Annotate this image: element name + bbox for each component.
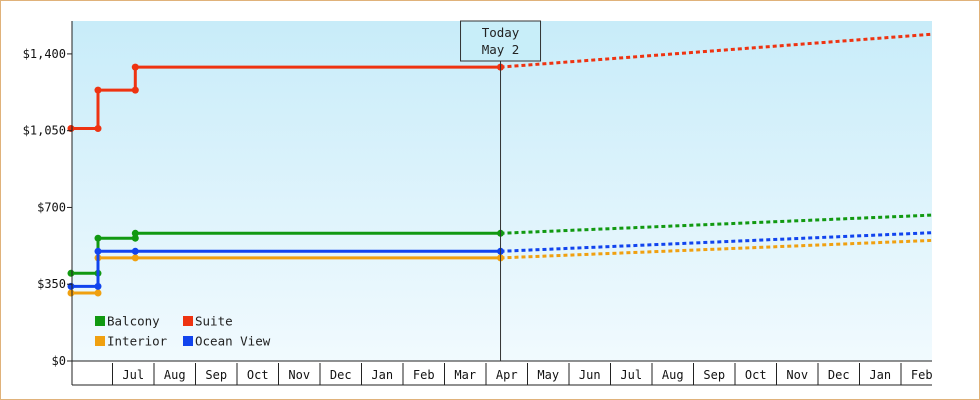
legend-label-ocean-view: Ocean View [195,334,271,349]
x-tick-label: Dec [828,368,850,382]
x-tick-label: Oct [745,368,767,382]
y-tick-label: $1,050 [23,124,66,138]
today-marker-title: Today [482,25,520,40]
series-forecast-line-ocean-view [500,231,933,253]
data-point-interior-1 [94,289,102,297]
legend-swatch-balcony [95,316,105,326]
x-tick-label: Feb [413,368,435,382]
y-tick-label: $1,400 [23,47,66,61]
x-tick-label: Mar [454,368,476,382]
plot-background [72,21,932,361]
y-tick-label: $0 [52,354,66,368]
x-tick-label: Jan [869,368,891,382]
data-point-interior-0 [67,289,75,297]
x-tick-label: Aug [164,368,186,382]
y-tick-label: $700 [37,200,66,214]
y-tick-label: $350 [37,277,66,291]
series-forecast-line-suite [500,32,933,69]
legend-swatch-suite [183,316,193,326]
x-tick-label: Jul [122,368,144,382]
data-point-interior-3 [131,254,139,262]
x-tick-label: Nov [786,368,808,382]
x-tick-label: Apr [496,368,518,382]
data-point-balcony-3 [131,234,139,242]
x-tick-label: Jul [620,368,642,382]
data-point-balcony-4 [131,229,139,237]
x-tick-label: Nov [288,368,310,382]
data-point-ocean-view-3 [131,247,139,255]
legend-label-interior: Interior [107,334,168,349]
legend-swatch-interior [95,336,105,346]
x-tick-label: Dec [330,368,352,382]
today-marker-box [460,20,542,62]
x-tick-label: Jun [579,368,601,382]
legend-label-suite: Suite [195,314,233,329]
data-point-suite-1 [94,125,102,132]
data-point-suite-4 [131,63,139,71]
today-marker-date: May 2 [482,42,520,57]
data-point-suite-3 [131,86,139,94]
data-point-balcony-2 [94,234,102,242]
x-tick-label: Sep [205,368,227,382]
x-tick-label: Aug [662,368,684,382]
data-point-suite-2 [94,86,102,94]
x-tick-label: Oct [247,368,269,382]
x-tick-label: Feb [911,368,933,382]
data-point-ocean-view-2 [94,247,102,255]
series-line-balcony [71,231,501,275]
x-tick-label: May [537,368,559,382]
series-forecast-line-interior [500,238,933,260]
series-line-suite [71,65,501,130]
data-point-balcony-0 [67,269,75,277]
legend-swatch-ocean-view [183,336,193,346]
series-forecast-line-balcony [500,213,933,235]
x-tick-label: Jan [371,368,393,382]
x-tick-label: Sep [703,368,725,382]
data-point-ocean-view-1 [94,282,102,290]
legend-label-balcony: Balcony [107,314,160,329]
